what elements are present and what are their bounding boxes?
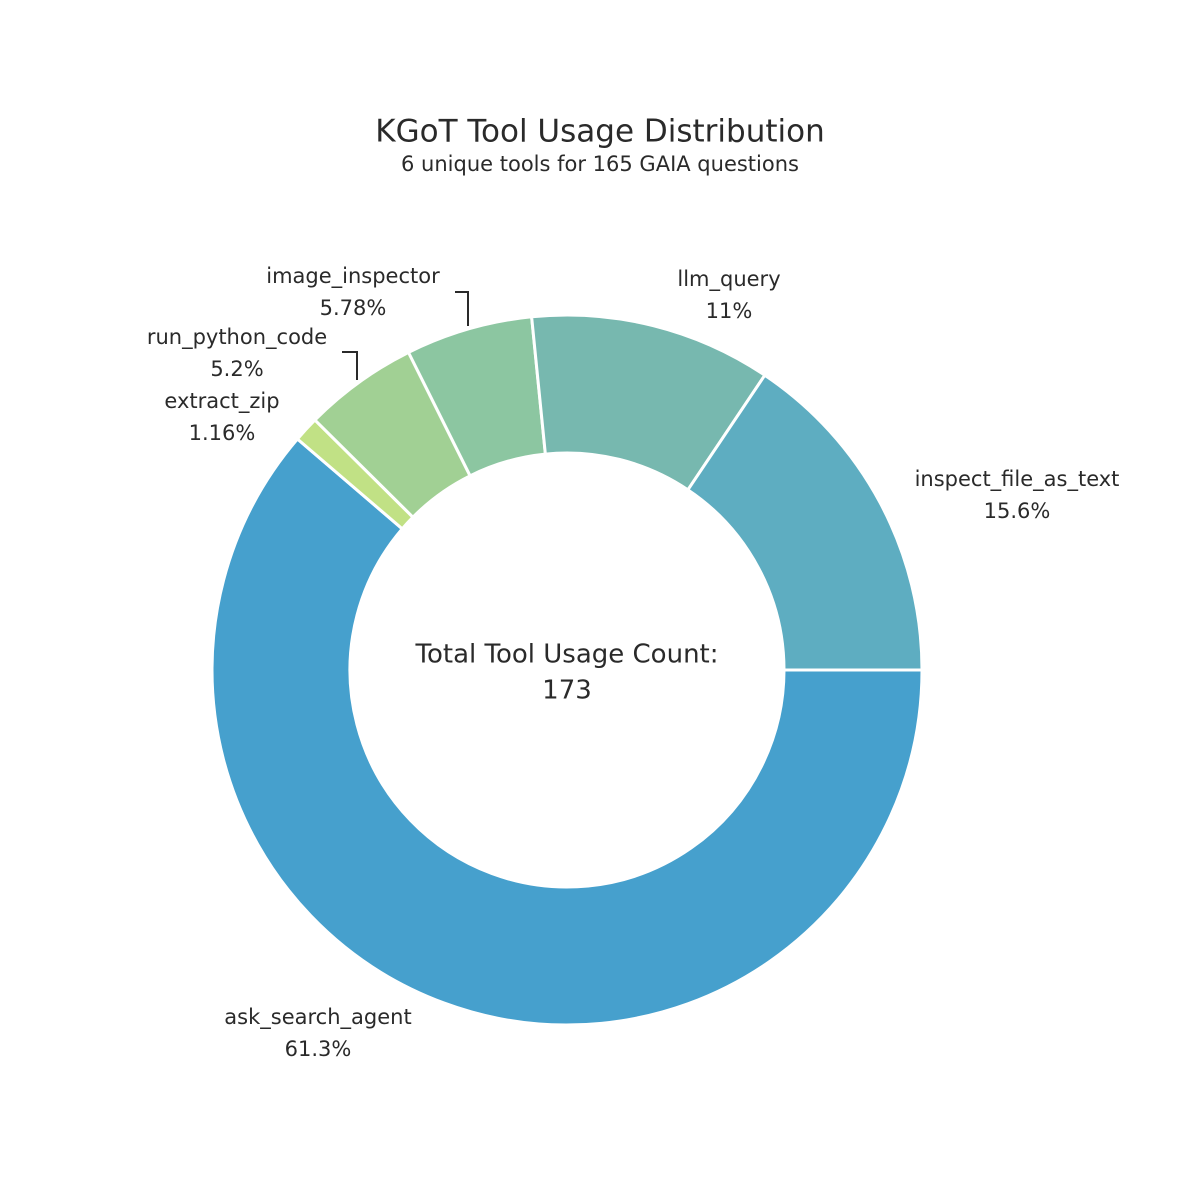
segment-label: ask_search_agent	[224, 1005, 411, 1030]
segment-value-label: 5.2%	[210, 357, 263, 381]
segment-label: run_python_code	[147, 325, 327, 350]
leader-line	[342, 351, 358, 380]
segment-label: llm_query	[677, 267, 780, 292]
chart-subtitle: 6 unique tools for 165 GAIA questions	[401, 152, 799, 176]
segment-value-label: 1.16%	[189, 421, 256, 445]
segment-label: extract_zip	[164, 389, 279, 414]
segment-value-label: 11%	[706, 299, 753, 323]
center-value: 173	[542, 676, 592, 706]
donut-segment	[210, 436, 924, 1027]
segment-label: image_inspector	[266, 264, 440, 289]
donut-segment	[685, 373, 924, 672]
segment-value-label: 15.6%	[984, 499, 1051, 523]
leader-line	[455, 291, 469, 326]
segment-label: inspect_file_as_text	[915, 467, 1120, 492]
segment-value-label: 5.78%	[320, 296, 387, 320]
segment-value-label: 61.3%	[285, 1037, 352, 1061]
chart-title: KGoT Tool Usage Distribution	[375, 114, 824, 150]
center-label: Total Tool Usage Count:	[415, 640, 719, 670]
